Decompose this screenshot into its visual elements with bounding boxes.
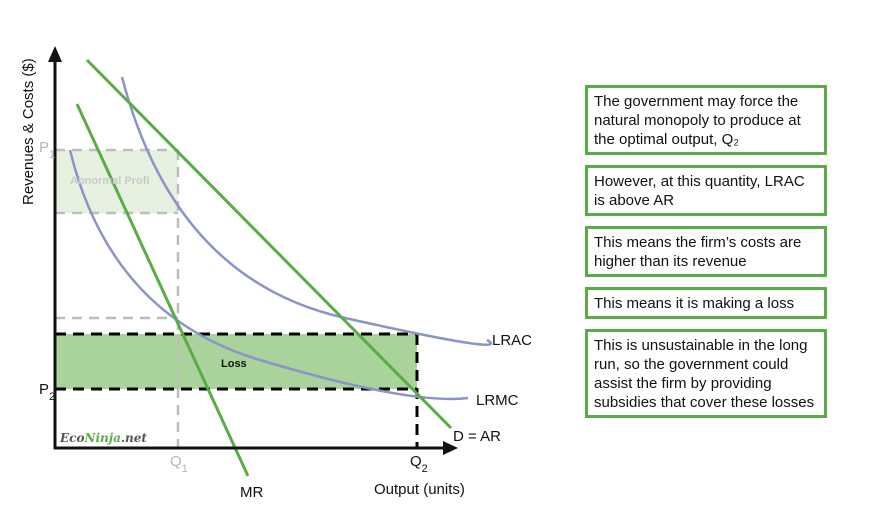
- note-box-1: The government may force the natural mon…: [585, 85, 827, 155]
- mr-label: MR: [240, 484, 263, 501]
- q2-label: Q2: [410, 453, 428, 475]
- demand-ar-label: D = AR: [453, 428, 501, 445]
- note-box-3: This means the firm’s costs are higher t…: [585, 226, 827, 277]
- econinja-watermark: EcoNinja.net: [59, 431, 147, 445]
- mr-line: [75, 103, 250, 477]
- lrac-label: LRAC: [492, 332, 532, 349]
- lrmc-curve: [68, 149, 469, 401]
- note-box-2: However, at this quantity, LRAC is above…: [585, 165, 827, 216]
- y-axis-arrow-icon: [48, 46, 62, 62]
- p2-label: P2: [39, 381, 55, 403]
- note-box-4: This means it is making a loss: [585, 287, 827, 319]
- explanation-notes: The government may force the natural mon…: [585, 85, 827, 428]
- x-axis-arrow-icon: [443, 441, 458, 455]
- demand-ar-line: [85, 58, 453, 430]
- abnormal-profit-label: Abnormal Profi: [70, 175, 149, 187]
- lrac-curve: [120, 76, 493, 346]
- loss-area: [55, 334, 417, 389]
- loss-label: Loss: [221, 358, 247, 370]
- y-axis-label: Revenues & Costs ($): [20, 58, 37, 205]
- q1-label: Q1: [170, 453, 188, 475]
- note-box-5: This is unsustainable in the long run, s…: [585, 329, 827, 418]
- abnormal-profit-area: [55, 150, 178, 213]
- p1-label: P1: [39, 139, 55, 161]
- x-axis-label: Output (units): [374, 481, 465, 498]
- lrmc-label: LRMC: [476, 392, 519, 409]
